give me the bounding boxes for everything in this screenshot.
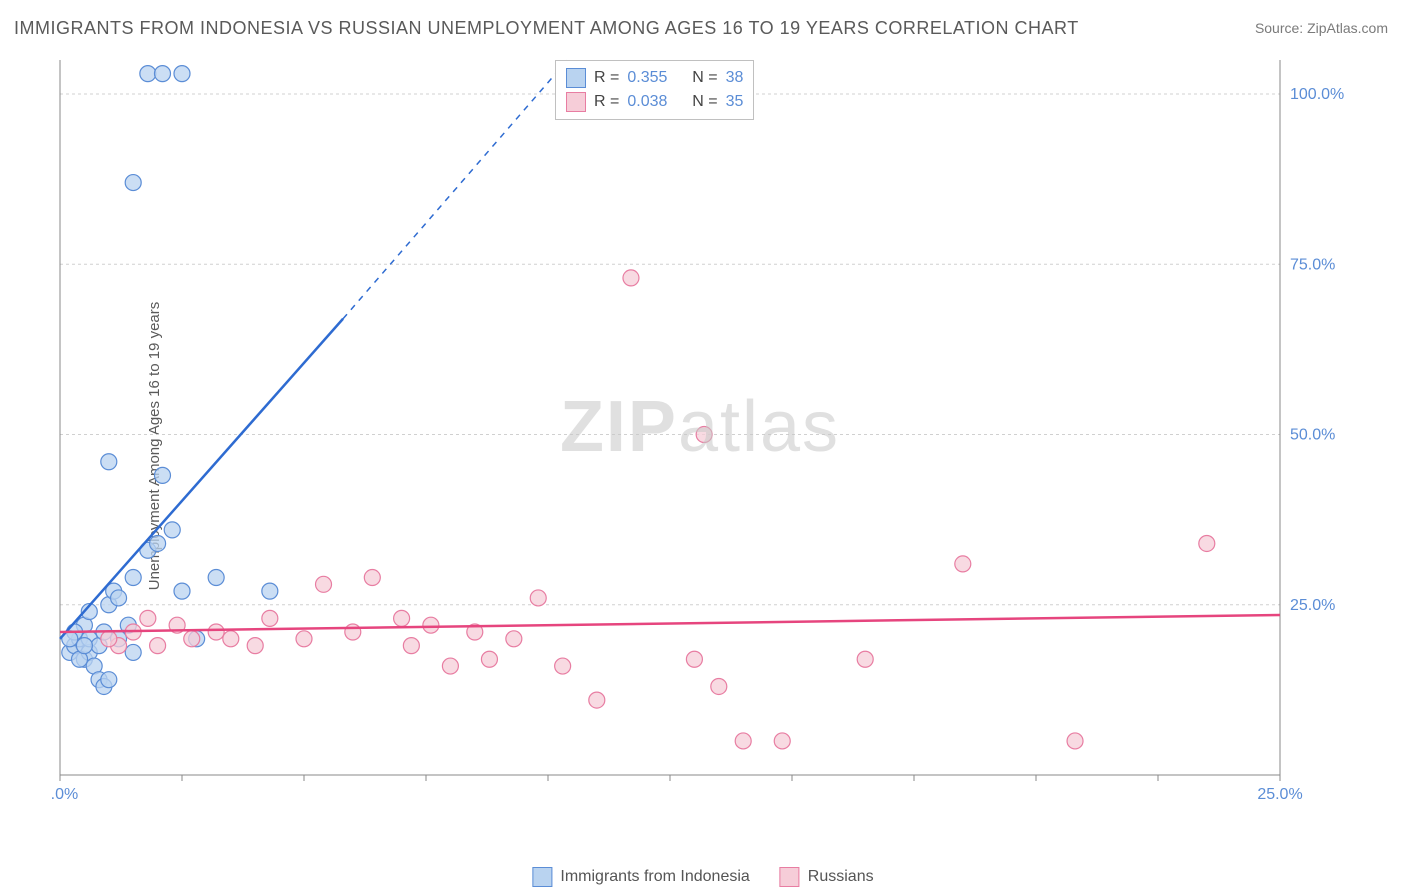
series-legend: Immigrants from Indonesia Russians <box>532 867 873 887</box>
svg-text:75.0%: 75.0% <box>1290 256 1335 273</box>
scatter-chart-svg: 25.0% 50.0% 75.0% 100.0% 0.0% 25.0% <box>50 55 1350 815</box>
legend-swatch <box>532 867 552 887</box>
legend-swatch <box>566 92 586 112</box>
svg-text:100.0%: 100.0% <box>1290 86 1344 103</box>
svg-text:25.0%: 25.0% <box>1257 786 1302 803</box>
correlation-legend: R =0.355 N =38R =0.038 N =35 <box>555 60 754 120</box>
svg-text:25.0%: 25.0% <box>1290 597 1335 614</box>
legend-label: Russians <box>808 868 874 886</box>
chart-plot-area: 25.0%50.0%75.0%100.0%0.0%25.0% ZIPatlas <box>50 55 1350 815</box>
legend-row: R =0.038 N =35 <box>566 90 743 114</box>
legend-label: Immigrants from Indonesia <box>560 868 749 886</box>
chart-title: IMMIGRANTS FROM INDONESIA VS RUSSIAN UNE… <box>14 18 1079 39</box>
legend-item: Immigrants from Indonesia <box>532 867 749 887</box>
legend-item: Russians <box>780 867 874 887</box>
legend-swatch <box>566 68 586 88</box>
svg-text:0.0%: 0.0% <box>50 786 78 803</box>
legend-row: R =0.355 N =38 <box>566 66 743 90</box>
svg-text:50.0%: 50.0% <box>1290 427 1335 444</box>
source-attribution: Source: ZipAtlas.com <box>1255 20 1388 36</box>
legend-swatch <box>780 867 800 887</box>
